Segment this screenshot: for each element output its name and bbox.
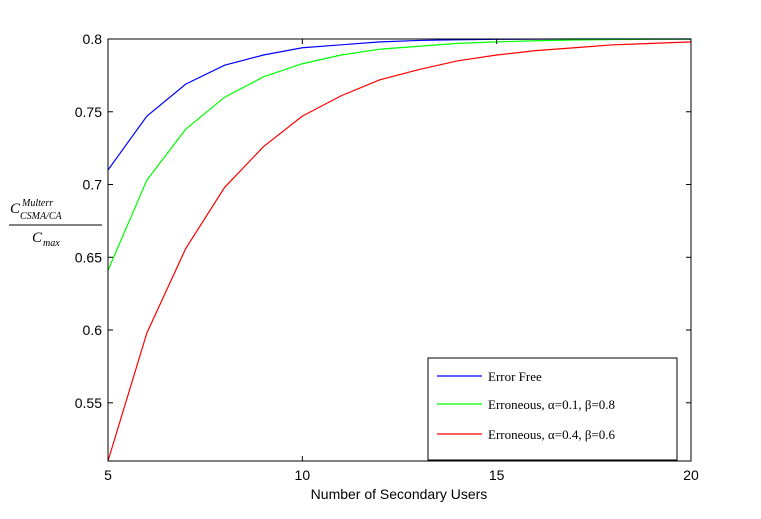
series-line-3	[107, 41, 692, 462]
y-label-main: C	[10, 201, 21, 217]
y-tick-label: 0.65	[75, 249, 102, 265]
series-line-2	[107, 38, 692, 271]
legend-label-1: Error Free	[488, 369, 542, 384]
y-label-denominator-subscript: max	[43, 238, 60, 249]
legend-label-2: Erroneous, α=0.1, β=0.8	[488, 397, 615, 412]
y-axis: 0.55 0.6 0.65 0.7 0.75 0.8	[75, 31, 691, 411]
x-axis-title: Number of Secondary Users	[311, 486, 488, 502]
y-label-denominator: C	[32, 230, 43, 246]
y-tick-label: 0.75	[75, 104, 102, 120]
plot-frame	[107, 38, 692, 462]
x-axis: 5 10 15 20	[104, 39, 699, 483]
y-tick-label: 0.55	[75, 395, 102, 411]
y-tick-label: 0.8	[83, 31, 103, 47]
y-tick-label: 0.6	[83, 322, 103, 338]
x-tick-label: 20	[683, 467, 699, 483]
x-tick-label: 5	[104, 467, 112, 483]
legend-box	[427, 357, 678, 461]
legend-label-3: Erroneous, α=0.4, β=0.6	[488, 427, 616, 442]
y-tick-label: 0.7	[83, 177, 103, 193]
x-tick-label: 10	[295, 467, 311, 483]
x-tick-label: 15	[489, 467, 505, 483]
y-axis-title: C Multerr CSMA/CA C max	[9, 198, 102, 249]
legend: Error Free Erroneous, α=0.1, β=0.8 Erroneo…	[427, 357, 678, 461]
y-label-subscript: CSMA/CA	[20, 211, 63, 222]
y-label-superscript: Multerr	[21, 198, 53, 209]
